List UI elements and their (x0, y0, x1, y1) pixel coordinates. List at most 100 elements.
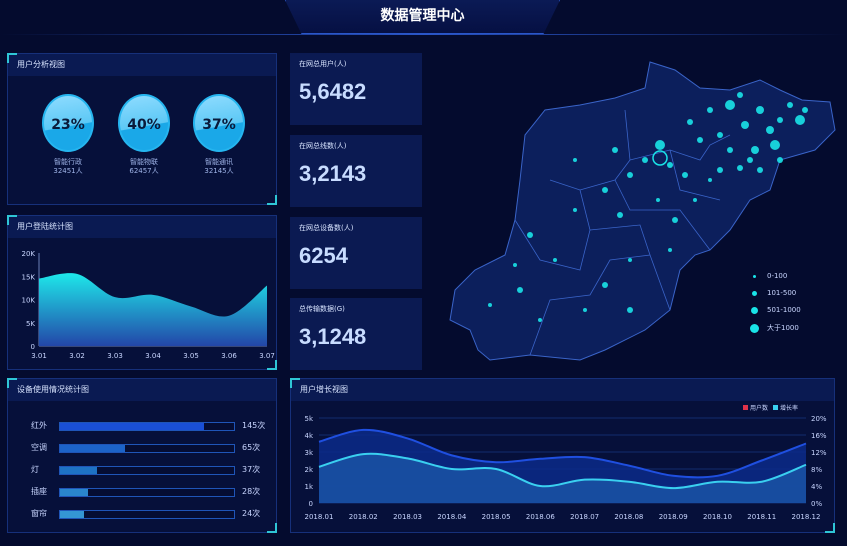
map-dot (777, 157, 783, 163)
map-dot (488, 303, 492, 307)
category-count: 32451人 (53, 167, 83, 175)
usage-bar-fill (60, 467, 97, 474)
region-map[interactable] (430, 50, 847, 370)
map-dot (717, 167, 723, 173)
map-dot (737, 165, 743, 171)
stat-value: 5,6482 (299, 79, 367, 104)
map-dot (693, 198, 697, 202)
y-left-tick-label: 1k (304, 483, 313, 491)
y-right-tick-label: 20% (811, 415, 827, 423)
map-dot (707, 107, 713, 113)
stat-card-devices: 在网总设备数(人) 6254 (290, 217, 422, 289)
user-growth-chart: 0 0% 1k 4% 2k 8% 3k 12% 4k 16% 5k 20% 2018.01 2018.02… (304, 404, 827, 521)
map-dot (513, 263, 517, 267)
device-row: 插座 28次 (31, 487, 271, 498)
device-row: 灯 37次 (31, 465, 271, 476)
x-tick-label: 2018.06 (526, 513, 555, 521)
map-dot (527, 232, 533, 238)
stat-card-transfer: 总传输数据(G) 3,1248 (290, 298, 422, 370)
bubble-label: 智能物联 62457人 (109, 158, 179, 176)
map-dot (682, 172, 688, 178)
map-outline (449, 61, 836, 361)
y-right-tick-label: 12% (811, 449, 827, 457)
map-dot (777, 117, 783, 123)
percent-bubble: 23% (42, 94, 94, 152)
usage-bar-track (59, 510, 235, 519)
x-tick-label: 2018.09 (659, 513, 688, 521)
map-dot (766, 126, 774, 134)
legend-label: 大于1000 (767, 324, 799, 332)
legend-label: 0-100 (767, 272, 788, 280)
device-name: 空调 (31, 443, 47, 452)
y-right-tick-label: 8% (811, 466, 822, 474)
stat-value: 6254 (299, 243, 348, 268)
y-left-tick-label: 5k (304, 415, 313, 423)
map-dot (725, 100, 735, 110)
map-dot (687, 119, 693, 125)
stat-label: 在网总设备数(人) (299, 224, 354, 232)
usage-bar-track (59, 444, 235, 453)
map-dot (795, 115, 805, 125)
panel-title: 用户登陆统计图 (8, 216, 276, 238)
device-row: 红外 145次 (31, 421, 271, 432)
map-dot (787, 102, 793, 108)
bubble-label: 智能通讯 32145人 (184, 158, 254, 176)
device-name: 插座 (31, 487, 47, 496)
device-name: 灯 (31, 465, 39, 474)
panel-title: 设备使用情况统计图 (8, 379, 276, 401)
category-name: 智能行政 (54, 158, 82, 166)
map-dot (697, 137, 703, 143)
x-tick-label: 3.01 (31, 352, 47, 360)
usage-bar-track (59, 466, 235, 475)
y-left-tick-label: 2k (304, 466, 313, 474)
x-tick-label: 2018.11 (747, 513, 776, 521)
map-dot (602, 187, 608, 193)
usage-count: 24次 (242, 509, 261, 518)
map-dot (583, 308, 587, 312)
map-borders (514, 109, 731, 356)
panel-title: 用户分析视图 (8, 54, 276, 76)
map-legend-item: 501-1000 (750, 306, 801, 314)
map-dot (708, 178, 712, 182)
usage-count: 65次 (242, 443, 261, 452)
map-dot (602, 282, 608, 288)
map-legend-item: 101-500 (750, 289, 796, 297)
x-tick-label: 2018.12 (792, 513, 821, 521)
legend-label: 501-1000 (767, 306, 801, 314)
map-dot (751, 146, 759, 154)
map-dot (627, 307, 633, 313)
x-tick-label: 2018.04 (437, 513, 466, 521)
map-dot (741, 121, 749, 129)
x-tick-label: 3.05 (183, 352, 199, 360)
map-dot (802, 107, 808, 113)
login-stats-panel: 用户登陆统计图 0 5K 10K 15K 20K 3.01 3.02 3.03 3.04 3.05… (7, 215, 277, 370)
usage-bar-fill (60, 423, 205, 430)
stat-label: 在网总线数(人) (299, 142, 347, 150)
x-tick-label: 3.03 (107, 352, 123, 360)
users-line (318, 428, 807, 479)
legend-label: 用户数 (750, 404, 768, 412)
map-dot (656, 198, 660, 202)
stat-value: 3,1248 (299, 324, 367, 349)
map-dot (573, 158, 577, 162)
usage-count: 145次 (242, 421, 266, 430)
map-dot (517, 287, 523, 293)
map-dot (672, 217, 678, 223)
x-tick-label: 2018.02 (349, 513, 378, 521)
y-tick-label: 10K (22, 297, 36, 305)
x-tick-label: 2018.10 (703, 513, 732, 521)
map-dot (667, 162, 673, 168)
map-legend-item: 大于1000 (750, 323, 799, 333)
stat-card-total-users: 在网总用户(人) 5,6482 (290, 53, 422, 125)
usage-bar-track (59, 488, 235, 497)
x-tick-label: 2018.07 (570, 513, 599, 521)
user-analysis-panel: 用户分析视图 23% 40% 37% 智能行政 32451人 智能物联 62457人… (7, 53, 277, 205)
legend-dot-icon (751, 306, 758, 314)
map-dot (538, 318, 542, 322)
usage-count: 37次 (242, 465, 261, 474)
device-name: 窗帘 (31, 509, 47, 518)
legend-label: 增长率 (780, 404, 798, 412)
map-dot (757, 167, 763, 173)
user-growth-panel: 用户增长视图 0 0% 1k 4% 2k 8% 3k 12% 4k 16% 5k 20% 2018.01… (290, 378, 835, 533)
stat-label: 总传输数据(G) (299, 305, 345, 313)
